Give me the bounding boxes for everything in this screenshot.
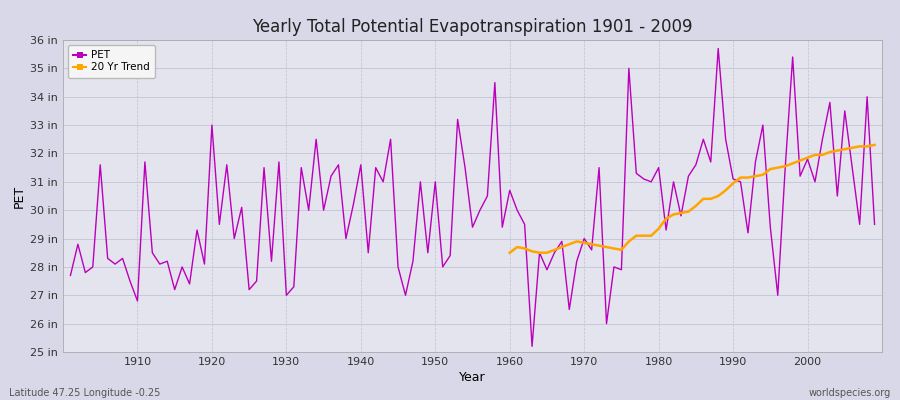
20 Yr Trend bbox=[847, 145, 858, 150]
20 Yr Trend bbox=[542, 250, 553, 255]
20 Yr Trend bbox=[861, 144, 872, 149]
20 Yr Trend bbox=[869, 142, 880, 147]
20 Yr Trend bbox=[817, 152, 828, 157]
20 Yr Trend bbox=[504, 250, 515, 255]
20 Yr Trend bbox=[579, 240, 590, 245]
Line: 20 Yr Trend: 20 Yr Trend bbox=[509, 145, 875, 253]
PET bbox=[124, 279, 135, 284]
PET bbox=[333, 162, 344, 167]
PET bbox=[869, 222, 880, 227]
20 Yr Trend bbox=[519, 246, 530, 251]
20 Yr Trend bbox=[638, 233, 649, 238]
Title: Yearly Total Potential Evapotranspiration 1901 - 2009: Yearly Total Potential Evapotranspiratio… bbox=[252, 18, 693, 36]
20 Yr Trend bbox=[572, 239, 582, 244]
20 Yr Trend bbox=[512, 245, 523, 250]
PET bbox=[526, 344, 537, 349]
PET bbox=[497, 225, 508, 230]
20 Yr Trend bbox=[765, 167, 776, 172]
20 Yr Trend bbox=[706, 196, 716, 201]
20 Yr Trend bbox=[624, 239, 634, 244]
20 Yr Trend bbox=[676, 211, 687, 216]
20 Yr Trend bbox=[772, 165, 783, 170]
Line: PET: PET bbox=[70, 48, 875, 346]
20 Yr Trend bbox=[832, 148, 842, 153]
20 Yr Trend bbox=[779, 164, 790, 169]
PET bbox=[713, 46, 724, 51]
20 Yr Trend bbox=[534, 250, 544, 255]
20 Yr Trend bbox=[788, 161, 798, 166]
20 Yr Trend bbox=[526, 249, 537, 254]
X-axis label: Year: Year bbox=[459, 371, 486, 384]
PET bbox=[504, 188, 515, 193]
20 Yr Trend bbox=[631, 233, 642, 238]
20 Yr Trend bbox=[586, 242, 597, 247]
Text: worldspecies.org: worldspecies.org bbox=[809, 388, 891, 398]
Text: Latitude 47.25 Longitude -0.25: Latitude 47.25 Longitude -0.25 bbox=[9, 388, 160, 398]
20 Yr Trend bbox=[854, 144, 865, 149]
20 Yr Trend bbox=[795, 158, 806, 163]
20 Yr Trend bbox=[661, 216, 671, 221]
20 Yr Trend bbox=[601, 245, 612, 250]
PET bbox=[65, 273, 76, 278]
20 Yr Trend bbox=[840, 147, 850, 152]
20 Yr Trend bbox=[742, 175, 753, 180]
20 Yr Trend bbox=[720, 188, 731, 193]
20 Yr Trend bbox=[810, 152, 821, 157]
20 Yr Trend bbox=[646, 233, 657, 238]
PET bbox=[601, 321, 612, 326]
20 Yr Trend bbox=[758, 172, 769, 177]
20 Yr Trend bbox=[549, 248, 560, 252]
20 Yr Trend bbox=[713, 194, 724, 198]
Legend: PET, 20 Yr Trend: PET, 20 Yr Trend bbox=[68, 45, 155, 78]
20 Yr Trend bbox=[594, 243, 605, 248]
20 Yr Trend bbox=[616, 248, 626, 252]
20 Yr Trend bbox=[824, 150, 835, 154]
20 Yr Trend bbox=[668, 212, 679, 217]
20 Yr Trend bbox=[683, 209, 694, 214]
Y-axis label: PET: PET bbox=[13, 184, 26, 208]
20 Yr Trend bbox=[750, 174, 760, 178]
20 Yr Trend bbox=[698, 196, 708, 201]
PET bbox=[288, 284, 299, 289]
20 Yr Trend bbox=[690, 204, 701, 208]
20 Yr Trend bbox=[608, 246, 619, 251]
20 Yr Trend bbox=[556, 245, 567, 250]
20 Yr Trend bbox=[802, 155, 813, 160]
20 Yr Trend bbox=[653, 226, 664, 231]
20 Yr Trend bbox=[735, 175, 746, 180]
20 Yr Trend bbox=[728, 181, 739, 186]
20 Yr Trend bbox=[564, 242, 575, 247]
